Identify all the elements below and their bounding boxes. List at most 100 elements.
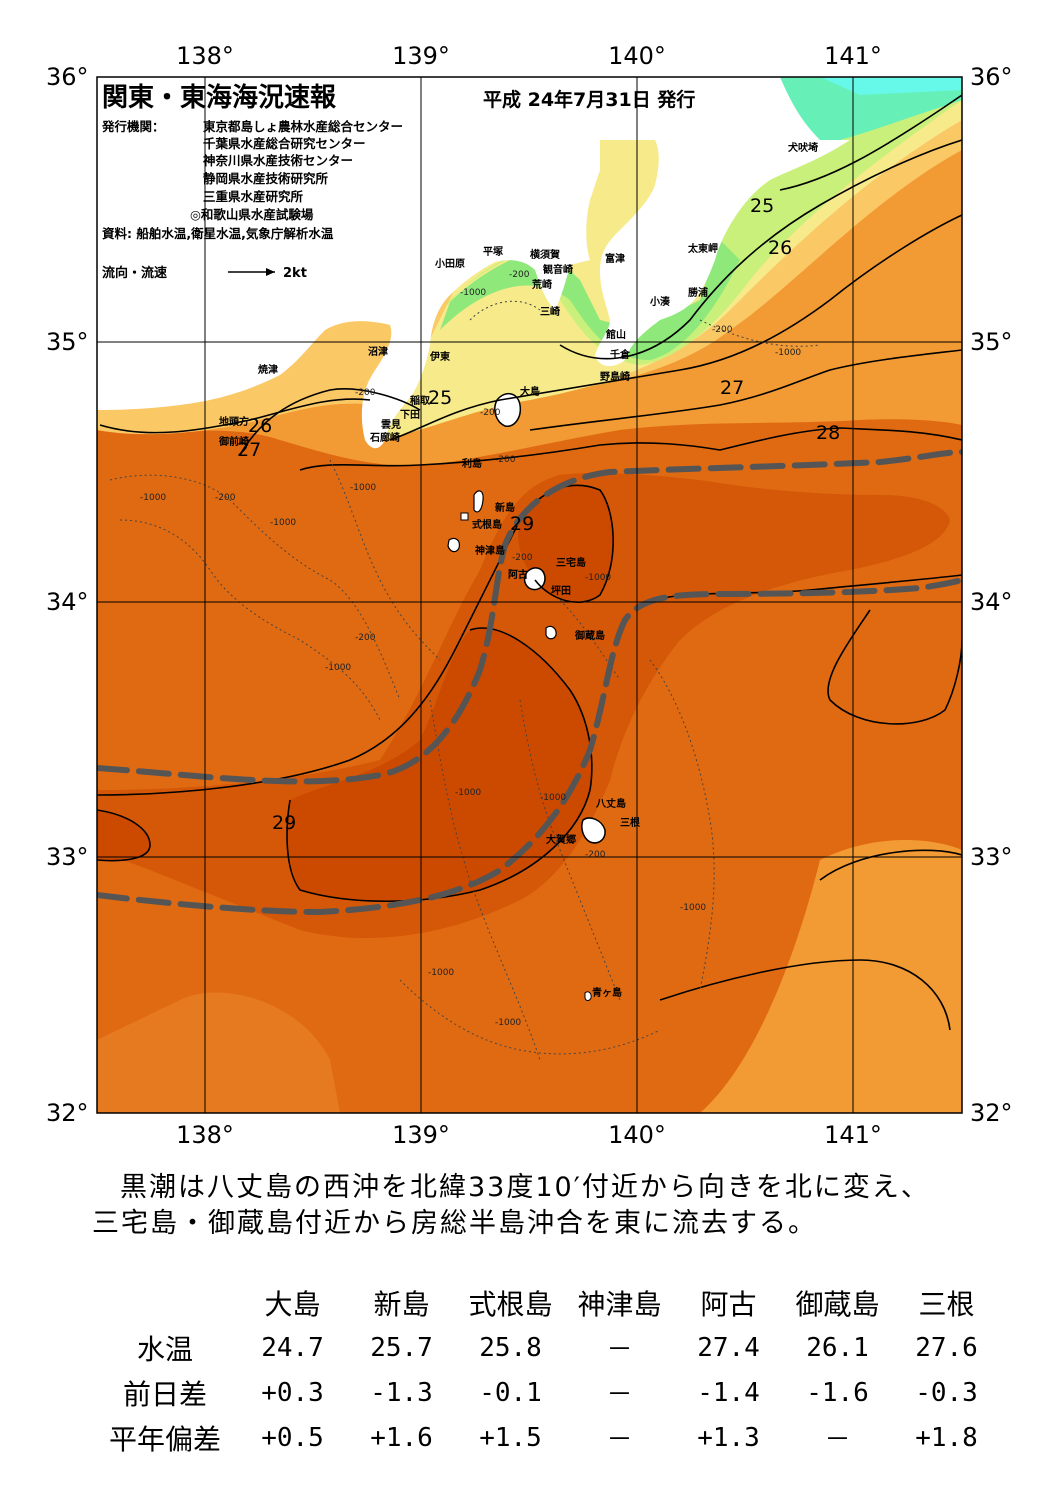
depth-label: -200 — [480, 408, 501, 418]
cell-value: -0.3 — [915, 1377, 978, 1408]
lon-label-top-141: 141° — [824, 42, 882, 70]
observation-table: 大島 新島 式根島 神津島 阿古 御蔵島 三根 水温 24.7 25.7 25.… — [92, 1280, 1001, 1460]
place-name: 下田 — [400, 409, 420, 421]
cell-value: +1.3 — [697, 1422, 760, 1453]
cell-value: － — [606, 1335, 633, 1365]
place-name: 野島崎 — [600, 370, 630, 383]
island-mikurajima — [545, 625, 557, 640]
sst-zone-27-south — [700, 840, 962, 1113]
current-legend-label: 流向・流速 — [102, 265, 167, 281]
place-name: 小田原 — [434, 257, 465, 270]
sst-zone-22 — [440, 240, 740, 360]
sst-zone-29-west — [97, 810, 150, 861]
depth-label: -1000 — [325, 663, 351, 673]
publisher-item: 千葉県水産総合研究センター — [203, 136, 366, 151]
summary-line-1: 黒潮は八丈島の西沖を北緯33度10′付近から向きを北に変え、 — [120, 1172, 930, 1203]
sst-map: 138° 139° 140° 141° 138° 139° 140° 141° … — [46, 42, 1013, 1149]
place-name: 新島 — [495, 501, 515, 514]
isotherm-label-28: 28 — [816, 422, 840, 444]
current-summary: 黒潮は八丈島の西沖を北緯33度10′付近から向きを北に変え、 三宅島・御蔵島付近… — [92, 1170, 1032, 1242]
place-names: 犬吠埼 太東岬 勝浦 小湊 富津 横須賀 観音崎 平塚 小田原 荒崎 三崎 館山… — [218, 141, 818, 999]
lon-label-bottom-138: 138° — [176, 1121, 234, 1149]
place-name: 犬吠埼 — [788, 141, 818, 154]
place-name: 焼津 — [258, 363, 278, 376]
place-name: 大島 — [520, 385, 540, 398]
land-honshu — [97, 77, 850, 449]
cell-value: － — [606, 1380, 633, 1410]
place-name: 青ヶ島 — [592, 986, 622, 999]
cell-value: -1.4 — [697, 1377, 760, 1408]
lon-label-top-140: 140° — [608, 42, 666, 70]
place-name: 八丈島 — [595, 797, 626, 810]
depth-label: -1000 — [455, 788, 481, 798]
island-shikinejima — [460, 512, 469, 521]
isotherm-label-26: 26 — [768, 237, 792, 259]
cell-value: -1.3 — [370, 1377, 433, 1408]
station-header-row: 大島 新島 式根島 神津島 阿古 御蔵島 三根 — [92, 1280, 1001, 1325]
station-mitsune: 三根 — [918, 1287, 975, 1321]
cell-value: +1.6 — [370, 1422, 433, 1453]
cell-value: 26.1 — [806, 1332, 869, 1363]
cell-value: +0.5 — [261, 1422, 324, 1453]
cell-value: +1.8 — [915, 1422, 978, 1453]
island-aogashima — [584, 991, 592, 1001]
isotherm-24 — [779, 94, 962, 191]
cell-value: 24.7 — [261, 1332, 324, 1363]
depth-label: -200 — [355, 388, 376, 398]
cell-value: +1.5 — [479, 1422, 542, 1453]
lat-labels: 36° 35° 34° 33° 32° 36° 35° 34° 33° 32° — [46, 63, 1013, 1127]
isotherm-label-27-west: 27 — [237, 439, 261, 461]
publisher-item: 東京都島しょ農林水産総合センター — [203, 119, 403, 134]
depth-label: -1000 — [270, 518, 296, 528]
cell-value: － — [606, 1425, 633, 1455]
cell-value: 27.6 — [915, 1332, 978, 1363]
cell-value: 25.7 — [370, 1332, 433, 1363]
sst-zone-20 — [780, 77, 962, 150]
place-name: 三根 — [620, 816, 640, 829]
place-name: 雲見 — [381, 419, 401, 431]
row-day-diff: 前日差 +0.3 -1.3 -0.1 － -1.4 -1.6 -0.3 — [92, 1370, 1001, 1415]
isotherm-label-29-north: 29 — [510, 513, 534, 535]
place-name: 阿古 — [508, 568, 528, 581]
isotherm-26 — [389, 214, 962, 441]
lat-label-left-34: 34° — [46, 588, 89, 616]
lat-label-right-36: 36° — [970, 63, 1013, 91]
island-kozushima — [447, 537, 460, 553]
lat-label-right-32: 32° — [970, 1099, 1013, 1127]
current-legend-arrowhead — [266, 268, 275, 276]
cell-value: -1.6 — [806, 1377, 869, 1408]
lat-label-left-32: 32° — [46, 1099, 89, 1127]
cell-value: － — [824, 1425, 851, 1455]
depth-label: -200 — [712, 325, 733, 335]
station-kozushima: 神津島 — [577, 1287, 662, 1321]
isotherm-labels: 25 26 27 28 25 26 27 29 29 — [237, 195, 840, 834]
place-name: 神津島 — [475, 544, 505, 557]
depth-label: -1000 — [775, 348, 801, 358]
lat-label-right-34: 34° — [970, 588, 1013, 616]
issue-date: 平成 24年7月31日 発行 — [483, 88, 695, 111]
place-name: 地頭方 — [219, 415, 249, 428]
lat-label-left-35: 35° — [46, 328, 89, 356]
graticule — [97, 77, 962, 1113]
isotherm-label-29-south: 29 — [272, 812, 296, 834]
depth-label: -200 — [215, 493, 236, 503]
cell-value: -0.1 — [479, 1377, 542, 1408]
depth-label: -1000 — [460, 288, 486, 298]
lon-labels: 138° 139° 140° 141° 138° 139° 140° 141° — [176, 42, 882, 1149]
cell-value: 25.8 — [479, 1332, 542, 1363]
lat-label-left-36: 36° — [46, 63, 89, 91]
corner-cell — [92, 1280, 238, 1325]
isotherm-label-27: 27 — [720, 377, 744, 399]
row-label: 平年偏差 — [108, 1422, 221, 1456]
island-niijima — [473, 490, 484, 513]
place-name: 横須賀 — [530, 248, 560, 261]
publishers: 発行機関： 東京都島しょ農林水産総合センター 千葉県水産総合研究センター 神奈川… — [101, 119, 403, 241]
isotherm-27 — [529, 349, 962, 431]
publisher-item: 神奈川県水産技術センター — [203, 153, 353, 168]
place-name: 荒崎 — [531, 278, 552, 291]
row-water-temp: 水温 24.7 25.7 25.8 － 27.4 26.1 27.6 — [92, 1325, 1001, 1370]
place-name: 利島 — [462, 457, 482, 470]
place-name: 式根島 — [472, 518, 502, 531]
island-hachijojima — [581, 817, 606, 844]
place-name: 千倉 — [610, 348, 631, 361]
